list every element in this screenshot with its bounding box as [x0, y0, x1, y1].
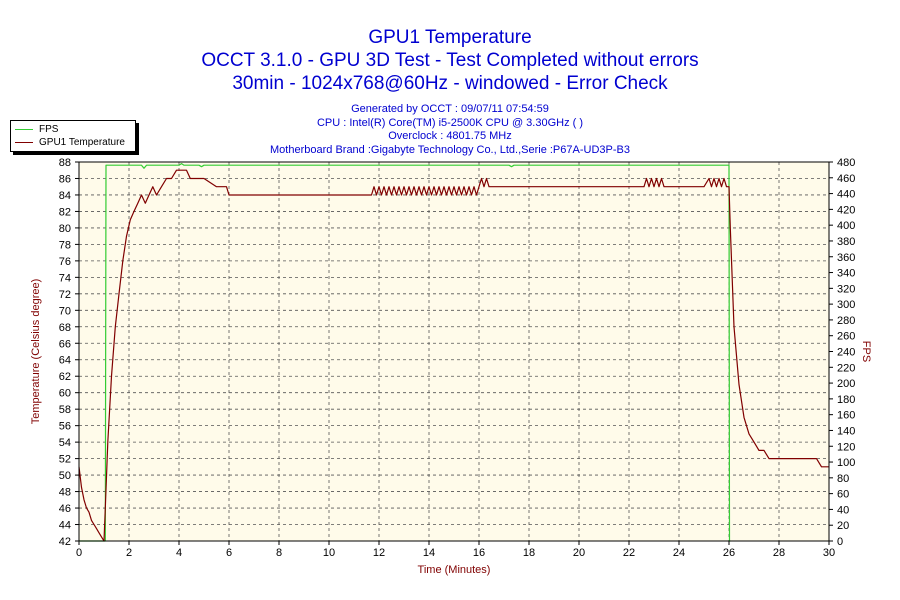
- x-tick-label: 26: [723, 547, 735, 559]
- cpu-info: CPU : Intel(R) Core(TM) i5-2500K CPU @ 3…: [316, 116, 584, 129]
- y-right-tick-label: 400: [837, 220, 855, 232]
- y-left-tick-label: 74: [59, 272, 71, 284]
- y-right-tick-label: 260: [837, 331, 855, 343]
- x-tick-label: 18: [523, 547, 535, 559]
- y-left-tick-label: 54: [59, 437, 71, 449]
- y-right-axis-ticks: 0 20 40 60 80 100 120 140 160 180 200 220 240 260 280 3…: [829, 157, 855, 548]
- y-left-tick-label: 86: [59, 173, 71, 185]
- y-left-tick-label: 50: [59, 470, 71, 482]
- y-right-tick-label: 180: [837, 394, 855, 406]
- y-right-tick-label: 460: [837, 173, 855, 185]
- chart-subtitle-test: OCCT 3.1.0 - GPU 3D Test - Test Complete…: [201, 50, 699, 71]
- x-tick-label: 10: [323, 547, 335, 559]
- chart-subtitle-settings: 30min - 1024x768@60Hz - windowed - Error…: [232, 73, 668, 94]
- x-tick-label: 0: [76, 547, 82, 559]
- x-tick-label: 20: [573, 547, 585, 559]
- y-left-tick-label: 56: [59, 421, 71, 433]
- legend-swatch-fps: [15, 129, 33, 130]
- legend-swatch-temperature: [15, 142, 33, 143]
- y-right-tick-label: 440: [837, 189, 855, 201]
- x-axis-ticks: 0 2 4 6 8 10 12 14 16 18 20 22 24 26 28 30: [76, 541, 835, 559]
- x-axis-label: Time (Minutes): [418, 564, 491, 576]
- x-tick-label: 16: [473, 547, 485, 559]
- x-tick-label: 12: [373, 547, 385, 559]
- y-right-tick-label: 380: [837, 236, 855, 248]
- y-left-tick-label: 84: [59, 190, 71, 202]
- chart-legend: FPS GPU1 Temperature: [10, 120, 136, 152]
- y-right-tick-label: 160: [837, 410, 855, 422]
- y-right-tick-label: 480: [837, 157, 855, 169]
- y-right-tick-label: 200: [837, 378, 855, 390]
- overclock-info: Overclock : 4801.75 MHz: [388, 130, 512, 142]
- legend-item-temperature: GPU1 Temperature: [15, 136, 125, 149]
- y-left-tick-label: 44: [59, 520, 71, 532]
- y-right-tick-label: 300: [837, 299, 855, 311]
- plot-border: [78, 161, 830, 542]
- y-right-tick-label: 120: [837, 441, 855, 453]
- y-right-tick-label: 80: [837, 473, 849, 485]
- y-right-axis-label: FPS: [860, 341, 872, 362]
- x-tick-label: 14: [423, 547, 435, 559]
- x-tick-label: 22: [623, 547, 635, 559]
- y-left-tick-label: 88: [59, 157, 71, 169]
- y-left-tick-label: 80: [59, 223, 71, 235]
- x-tick-label: 24: [673, 547, 685, 559]
- y-right-tick-label: 420: [837, 204, 855, 216]
- y-left-tick-label: 42: [59, 536, 71, 548]
- y-right-tick-label: 140: [837, 425, 855, 437]
- y-left-tick-label: 78: [59, 239, 71, 251]
- motherboard-info: Motherboard Brand :Gigabyte Technology C…: [270, 143, 630, 156]
- x-tick-label: 6: [226, 547, 232, 559]
- y-left-tick-label: 70: [59, 305, 71, 317]
- y-left-axis-ticks: 42 44 46 48 50 52 54 56 58 60 62 64 66 68 70 72 74 76 78 80…: [59, 157, 79, 548]
- y-left-tick-label: 58: [59, 404, 71, 416]
- y-right-tick-label: 340: [837, 268, 855, 280]
- grid-lines: [79, 162, 829, 541]
- y-left-axis-label: Temperature (Celsius degree): [30, 279, 42, 425]
- x-tick-label: 28: [773, 547, 785, 559]
- y-right-tick-label: 360: [837, 252, 855, 264]
- y-left-tick-label: 66: [59, 338, 71, 350]
- y-right-tick-label: 100: [837, 457, 855, 469]
- y-right-tick-label: 40: [837, 504, 849, 516]
- y-left-tick-label: 82: [59, 206, 71, 218]
- y-left-tick-label: 62: [59, 371, 71, 383]
- x-tick-label: 30: [823, 547, 835, 559]
- y-right-tick-label: 0: [837, 536, 843, 548]
- y-left-tick-label: 60: [59, 388, 71, 400]
- x-tick-label: 2: [126, 547, 132, 559]
- y-left-tick-label: 64: [59, 355, 71, 367]
- plot-area: [79, 162, 829, 541]
- temperature-series-line: [78, 169, 829, 542]
- x-tick-label: 4: [176, 547, 182, 559]
- series-lines: [78, 163, 829, 542]
- y-left-tick-label: 48: [59, 487, 71, 499]
- x-tick-label: 8: [276, 547, 282, 559]
- y-right-tick-label: 320: [837, 283, 855, 295]
- y-left-tick-label: 76: [59, 256, 71, 268]
- y-right-tick-label: 60: [837, 489, 849, 501]
- y-left-tick-label: 72: [59, 289, 71, 301]
- legend-item-fps: FPS: [15, 123, 58, 136]
- y-right-tick-label: 280: [837, 315, 855, 327]
- y-left-tick-label: 68: [59, 322, 71, 334]
- y-right-tick-label: 220: [837, 362, 855, 374]
- legend-label-temperature: GPU1 Temperature: [39, 137, 125, 148]
- generated-info: Generated by OCCT : 09/07/11 07:54:59: [351, 103, 549, 115]
- y-right-tick-label: 20: [837, 520, 849, 532]
- chart-title: GPU1 Temperature: [368, 27, 532, 48]
- y-left-tick-label: 52: [59, 454, 71, 466]
- y-left-tick-label: 46: [59, 503, 71, 515]
- y-right-tick-label: 240: [837, 347, 855, 359]
- fps-series-line: [79, 163, 731, 542]
- legend-label-fps: FPS: [39, 124, 59, 135]
